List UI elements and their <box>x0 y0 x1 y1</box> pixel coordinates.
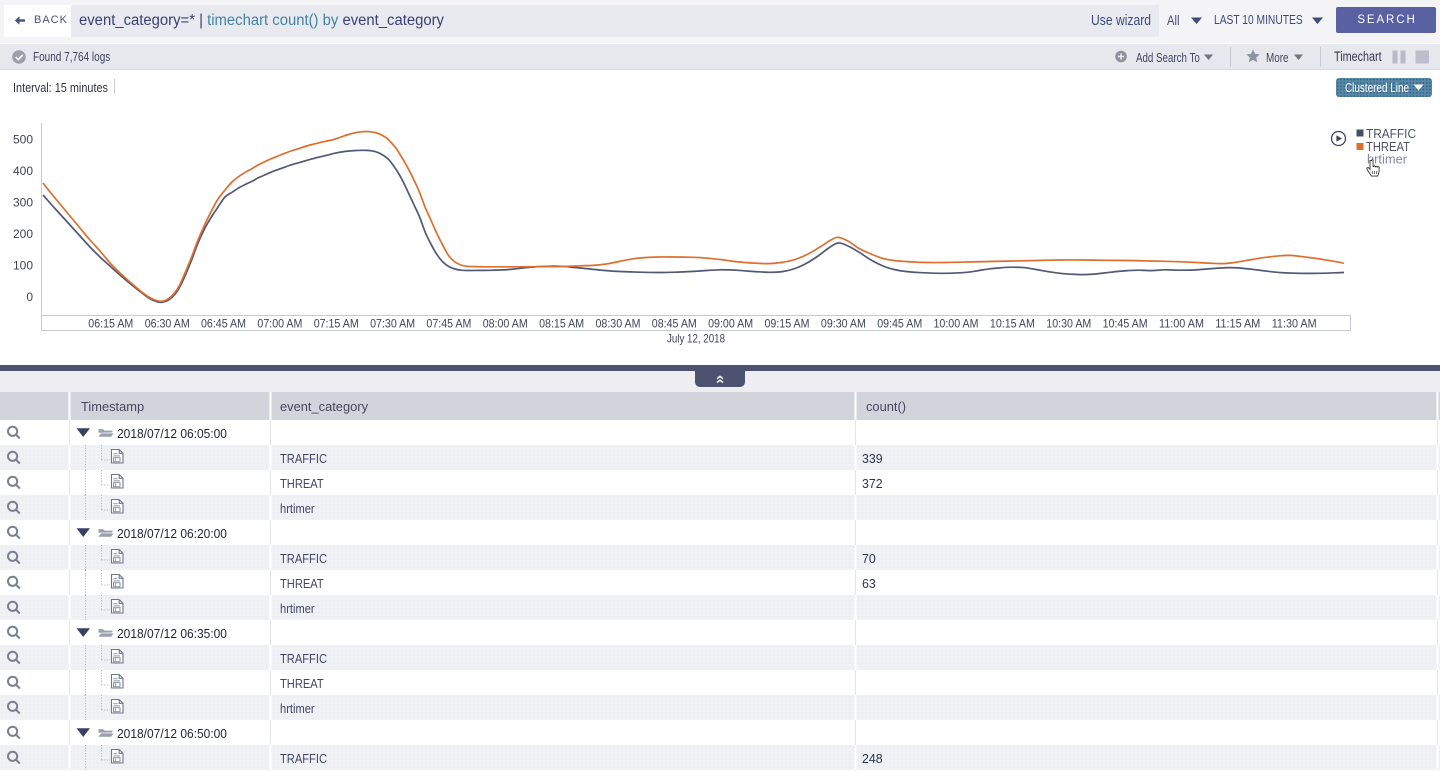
svg-text:400: 400 <box>13 164 33 178</box>
svg-text:THREAT: THREAT <box>1366 139 1410 154</box>
svg-text:07:30 AM: 07:30 AM <box>370 319 415 331</box>
svg-text:09:30 AM: 09:30 AM <box>821 319 866 331</box>
svg-text:07:15 AM: 07:15 AM <box>314 319 359 331</box>
svg-text:08:30 AM: 08:30 AM <box>596 319 641 331</box>
svg-text:hrtimer: hrtimer <box>1367 152 1408 167</box>
svg-text:09:15 AM: 09:15 AM <box>765 319 810 331</box>
svg-text:09:00 AM: 09:00 AM <box>708 319 753 331</box>
svg-text:08:00 AM: 08:00 AM <box>483 319 528 331</box>
svg-text:06:15 AM: 06:15 AM <box>88 319 133 331</box>
svg-text:07:00 AM: 07:00 AM <box>257 319 302 331</box>
svg-text:10:30 AM: 10:30 AM <box>1046 319 1091 331</box>
svg-text:10:45 AM: 10:45 AM <box>1103 319 1148 331</box>
svg-text:11:00 AM: 11:00 AM <box>1159 319 1204 331</box>
svg-text:11:30 AM: 11:30 AM <box>1272 319 1317 331</box>
svg-text:July 12, 2018: July 12, 2018 <box>667 332 725 346</box>
svg-text:500: 500 <box>13 133 33 147</box>
svg-text:11:15 AM: 11:15 AM <box>1215 319 1260 331</box>
svg-text:0: 0 <box>26 290 33 304</box>
svg-text:08:15 AM: 08:15 AM <box>539 319 584 331</box>
svg-text:06:30 AM: 06:30 AM <box>145 319 190 331</box>
svg-text:07:45 AM: 07:45 AM <box>426 319 471 331</box>
svg-text:TRAFFIC: TRAFFIC <box>1366 126 1416 141</box>
svg-text:09:45 AM: 09:45 AM <box>877 319 922 331</box>
svg-text:100: 100 <box>13 259 33 273</box>
svg-text:10:15 AM: 10:15 AM <box>990 319 1035 331</box>
svg-text:08:45 AM: 08:45 AM <box>652 319 697 331</box>
svg-text:300: 300 <box>13 196 33 210</box>
svg-text:06:45 AM: 06:45 AM <box>201 319 246 331</box>
svg-text:10:00 AM: 10:00 AM <box>934 319 979 331</box>
svg-text:200: 200 <box>13 227 33 241</box>
